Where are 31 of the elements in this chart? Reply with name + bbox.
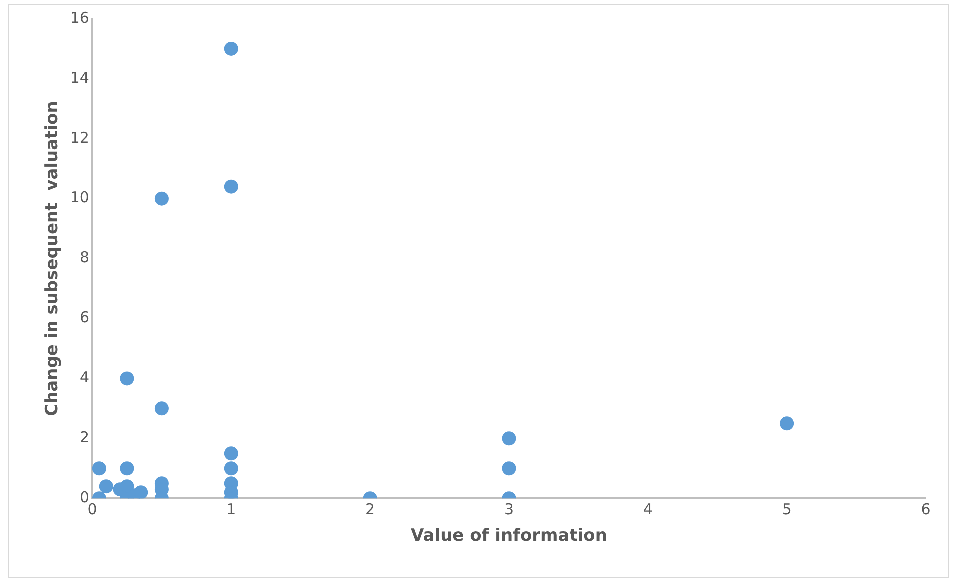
y-tick-label: 8 bbox=[80, 248, 90, 267]
point bbox=[154, 402, 169, 416]
x-tick-label: 2 bbox=[366, 500, 376, 518]
point bbox=[224, 462, 238, 476]
y-tick-label: 16 bbox=[70, 8, 90, 27]
point bbox=[780, 416, 794, 431]
x-tick-label: 4 bbox=[643, 500, 653, 518]
y-tick-label: 14 bbox=[70, 68, 90, 87]
point bbox=[120, 462, 134, 476]
point bbox=[134, 486, 148, 499]
y-tick-label: 2 bbox=[80, 428, 90, 447]
y-tick-label: 4 bbox=[80, 368, 90, 387]
y-tick-label: 6 bbox=[80, 308, 90, 327]
point bbox=[502, 462, 516, 476]
point bbox=[99, 480, 114, 494]
x-tick-label: 5 bbox=[782, 500, 792, 518]
point bbox=[224, 446, 238, 461]
point bbox=[120, 372, 134, 386]
x-tick-label: 6 bbox=[921, 500, 931, 518]
y-axis-title: Change in subsequent valuation bbox=[42, 101, 63, 416]
x-tick-label: 1 bbox=[226, 500, 236, 518]
point bbox=[224, 42, 238, 56]
point bbox=[154, 192, 169, 206]
y-tick-label: 0 bbox=[80, 488, 90, 506]
y-tick-label: 12 bbox=[70, 128, 90, 147]
x-tick-label: 3 bbox=[504, 500, 514, 518]
point bbox=[92, 462, 106, 476]
point bbox=[502, 432, 516, 446]
point bbox=[224, 180, 238, 194]
y-tick-label: 10 bbox=[70, 188, 90, 207]
x-axis-title: Value of information bbox=[411, 526, 608, 546]
